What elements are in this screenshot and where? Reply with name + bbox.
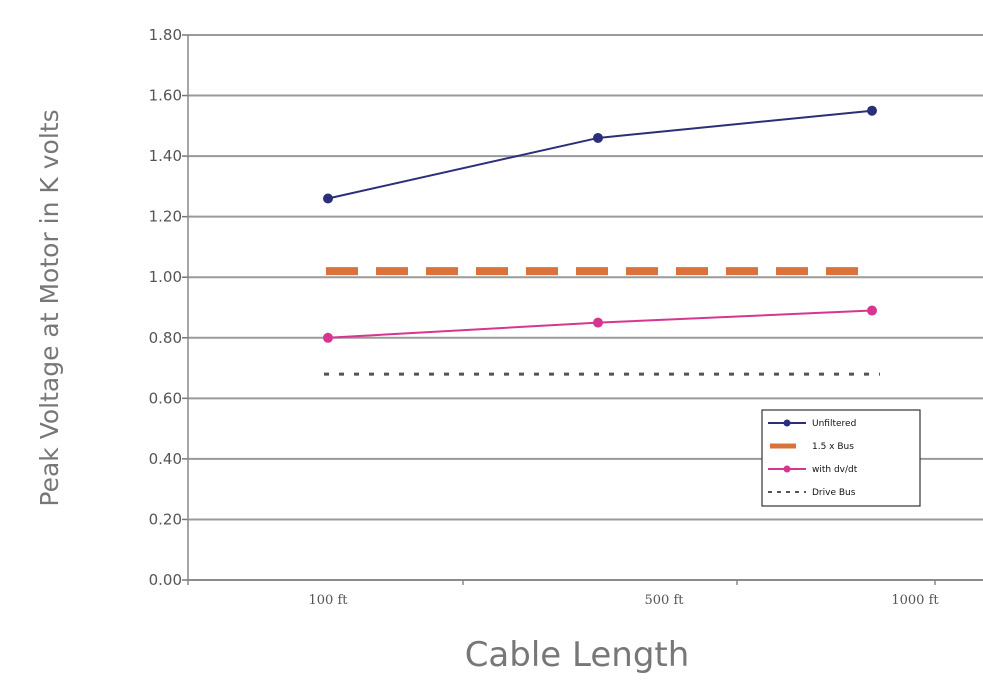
legend-marker xyxy=(783,419,791,427)
legend-label: Drive Bus xyxy=(812,488,856,498)
grid xyxy=(188,34,983,581)
series-group xyxy=(323,105,880,376)
y-tick-label: 0.40 xyxy=(149,450,182,468)
y-tick-label: 0.60 xyxy=(149,389,182,407)
x-tick-label: 500 ft xyxy=(645,593,685,608)
x-tick-label: 100 ft xyxy=(309,593,349,608)
y-tick-label: 0.80 xyxy=(149,329,182,347)
y-tick-label: 1.40 xyxy=(149,147,182,165)
legend: Unfiltered 1.5 x Bus with dv/dt Drive Bus xyxy=(761,409,921,507)
legend-label: 1.5 x Bus xyxy=(812,442,854,452)
data-point xyxy=(323,332,333,343)
y-tick-label: 1.20 xyxy=(149,208,182,226)
x-tick-label: 1000 ft xyxy=(891,593,939,608)
data-point xyxy=(323,193,333,204)
data-point xyxy=(867,105,877,116)
axes: 0.00 0.20 0.40 0.60 0.80 1.00 1.20 1.40 1.60 1.80… xyxy=(149,26,983,608)
data-point xyxy=(593,317,603,328)
y-tick-label: 0.00 xyxy=(149,571,182,589)
data-point xyxy=(867,305,877,316)
x-axis-title: Cable Length xyxy=(465,635,690,675)
data-point xyxy=(593,132,603,143)
y-tick-label: 0.20 xyxy=(149,510,182,528)
y-tick-label: 1.80 xyxy=(149,26,182,44)
series-line-unfiltered xyxy=(327,109,873,200)
legend-marker xyxy=(783,465,791,473)
legend-label: Unfiltered xyxy=(812,419,856,429)
y-axis-title: Peak Voltage at Motor in K volts xyxy=(35,109,64,506)
y-tick-label: 1.60 xyxy=(149,87,182,105)
legend-label: with dv/dt xyxy=(812,465,858,475)
y-tick-label: 1.00 xyxy=(149,268,182,286)
